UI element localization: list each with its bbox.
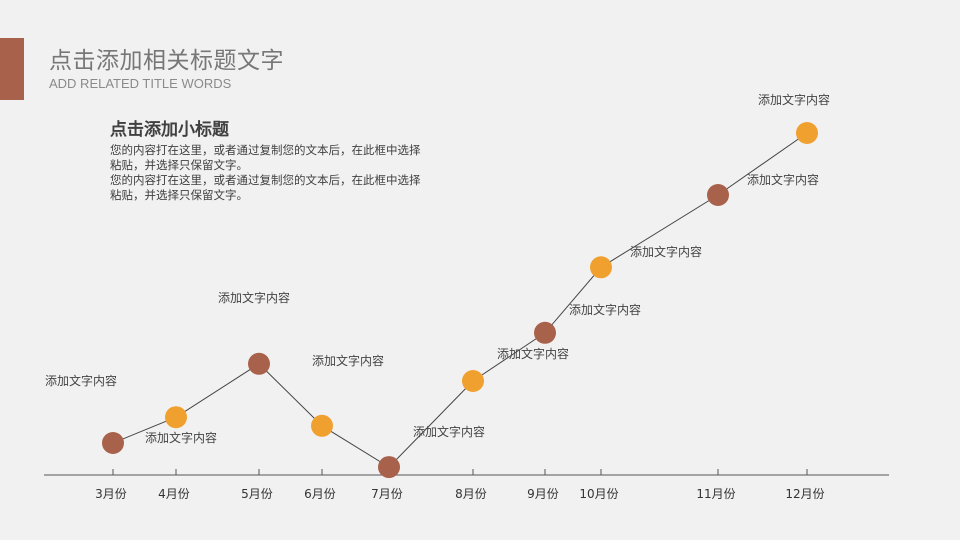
x-tick-label: 12月份: [785, 487, 824, 501]
section-subheading: 点击添加小标题: [110, 120, 229, 140]
data-point: [707, 184, 729, 206]
x-tick-label: 4月份: [158, 487, 190, 501]
data-label: 添加文字内容: [312, 353, 384, 368]
data-point: [378, 456, 400, 479]
data-label: 添加文字内容: [497, 346, 569, 361]
x-tick-label: 3月份: [95, 487, 127, 501]
data-label: 添加文字内容: [45, 373, 117, 388]
x-tick-label: 5月份: [241, 487, 273, 501]
x-tick-label: 10月份: [579, 487, 618, 501]
data-point: [534, 321, 556, 344]
x-tick-label: 9月份: [527, 487, 559, 501]
data-label: 添加文字内容: [145, 430, 217, 445]
accent-bar: [0, 38, 24, 100]
data-point: [590, 256, 612, 279]
page-subtitle: ADD RELATED TITLE WORDS: [49, 76, 232, 91]
data-point: [248, 352, 270, 375]
data-label: 添加文字内容: [758, 92, 830, 107]
page-title: 点击添加相关标题文字: [49, 48, 284, 74]
x-tick-label: 6月份: [304, 487, 336, 501]
x-tick-label: 8月份: [455, 487, 487, 501]
x-tick-label: 7月份: [371, 487, 403, 501]
intro-paragraph: 您的内容打在这里，或者通过复制您的文本后，在此框中选择粘贴，并选择只保留文字。: [110, 173, 421, 202]
data-point: [102, 432, 124, 454]
data-label: 添加文字内容: [747, 172, 819, 187]
intro-paragraph: 您的内容打在这里，或者通过复制您的文本后，在此框中选择粘贴，并选择只保留文字。: [110, 143, 421, 172]
data-label: 添加文字内容: [218, 290, 290, 305]
data-point: [796, 122, 818, 144]
series-line: [112, 132, 808, 468]
intro-body: 您的内容打在这里，或者通过复制您的文本后，在此框中选择粘贴，并选择只保留文字。 …: [110, 143, 430, 203]
data-point: [311, 414, 333, 437]
data-point: [165, 406, 187, 429]
data-point: [462, 370, 484, 392]
x-tick-label: 11月份: [696, 487, 735, 501]
data-label: 添加文字内容: [569, 302, 641, 317]
data-label: 添加文字内容: [413, 424, 485, 439]
data-label: 添加文字内容: [630, 244, 702, 259]
